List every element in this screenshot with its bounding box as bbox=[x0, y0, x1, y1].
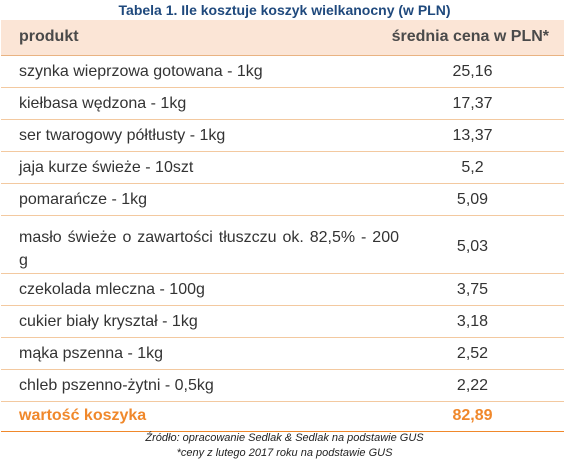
product-price: 2,52 bbox=[456, 345, 489, 362]
product-price: 3,75 bbox=[456, 281, 489, 298]
product-name: czekolada mleczna - 100g bbox=[19, 281, 205, 298]
product-price: 25,16 bbox=[452, 63, 493, 80]
header-product: produkt bbox=[19, 28, 79, 45]
product-name: kiełbasa wędzona - 1kg bbox=[19, 95, 187, 112]
product-price: 5,2 bbox=[461, 159, 484, 176]
product-price: 3,18 bbox=[456, 313, 489, 330]
product-name: masło świeże o zawartości tłuszczu ok. 8… bbox=[19, 229, 399, 269]
product-name: szynka wieprzowa gotowana - 1kg bbox=[19, 63, 263, 80]
source-note: Źródło: opracowanie Sedlak & Sedlak na p… bbox=[145, 432, 424, 444]
table-row: masło świeże o zawartości tłuszczu ok. 8… bbox=[1, 216, 564, 274]
table-row: szynka wieprzowa gotowana - 1kg 25,16 bbox=[1, 56, 564, 88]
product-price: 17,37 bbox=[452, 95, 493, 112]
table-header: produkt średnia cena w PLN* bbox=[1, 20, 564, 56]
price-table: produkt średnia cena w PLN* szynka wiepr… bbox=[1, 20, 564, 432]
total-value: 82,89 bbox=[452, 407, 493, 424]
table-row: mąka pszenna - 1kg 2,52 bbox=[1, 338, 564, 370]
product-name: mąka pszenna - 1kg bbox=[19, 345, 164, 362]
table-row: pomarańcze - 1kg 5,09 bbox=[1, 184, 564, 216]
product-name: cukier biały kryształ - 1kg bbox=[19, 313, 198, 330]
table-row: czekolada mleczna - 100g 3,75 bbox=[1, 274, 564, 306]
table-row: jaja kurze świeże - 10szt 5,2 bbox=[1, 152, 564, 184]
product-name: jaja kurze świeże - 10szt bbox=[19, 159, 194, 176]
price-footnote: *ceny z lutego 2017 roku na podstawie GU… bbox=[176, 447, 393, 459]
product-price: 2,22 bbox=[456, 377, 489, 394]
product-price: 5,09 bbox=[456, 191, 489, 208]
product-price: 5,03 bbox=[456, 238, 489, 255]
table-row: kiełbasa wędzona - 1kg 17,37 bbox=[1, 88, 564, 120]
table-title: Tabela 1. Ile kosztuje koszyk wielkanocn… bbox=[118, 2, 451, 18]
total-label: wartość koszyka bbox=[19, 407, 147, 424]
product-name: ser twarogowy półtłusty - 1kg bbox=[19, 127, 226, 144]
product-name: chleb pszenno-żytni - 0,5kg bbox=[19, 377, 214, 394]
table-row: cukier biały kryształ - 1kg 3,18 bbox=[1, 306, 564, 338]
table-row: ser twarogowy półtłusty - 1kg 13,37 bbox=[1, 120, 564, 152]
product-price: 13,37 bbox=[452, 127, 493, 144]
table-row: chleb pszenno-żytni - 0,5kg 2,22 bbox=[1, 370, 564, 402]
product-name: pomarańcze - 1kg bbox=[19, 191, 148, 208]
total-row: wartość koszyka 82,89 bbox=[1, 402, 564, 432]
header-price: średnia cena w PLN* bbox=[391, 28, 549, 45]
